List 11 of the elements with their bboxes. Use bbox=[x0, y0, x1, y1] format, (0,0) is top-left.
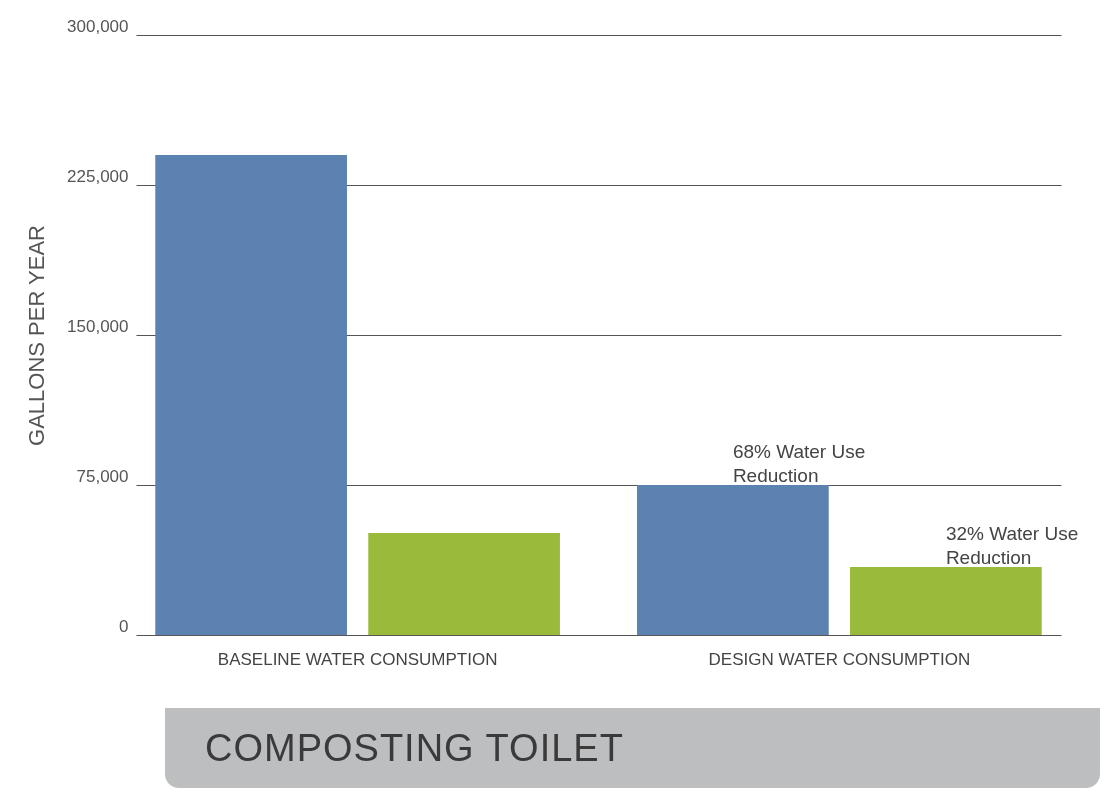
annotation: 68% Water Use Reduction bbox=[732, 441, 866, 486]
annotation: 32% Water Use Reduction bbox=[945, 523, 1079, 568]
x-tick-label: BASELINE WATER CONSUMPTION bbox=[217, 649, 498, 669]
x-tick-label: DESIGN WATER CONSUMPTION bbox=[708, 649, 971, 669]
y-tick-label: 150,000 bbox=[67, 316, 129, 336]
y-tick-label: 300,000 bbox=[67, 16, 129, 36]
y-tick-label: 225,000 bbox=[67, 166, 129, 186]
x-axis-title: COMPOSTING TOILET bbox=[165, 708, 1100, 788]
y-tick-label: 75,000 bbox=[76, 466, 129, 486]
y-axis-title: GALLONS PER YEAR bbox=[24, 225, 50, 446]
y-tick-label: 0 bbox=[119, 616, 129, 636]
